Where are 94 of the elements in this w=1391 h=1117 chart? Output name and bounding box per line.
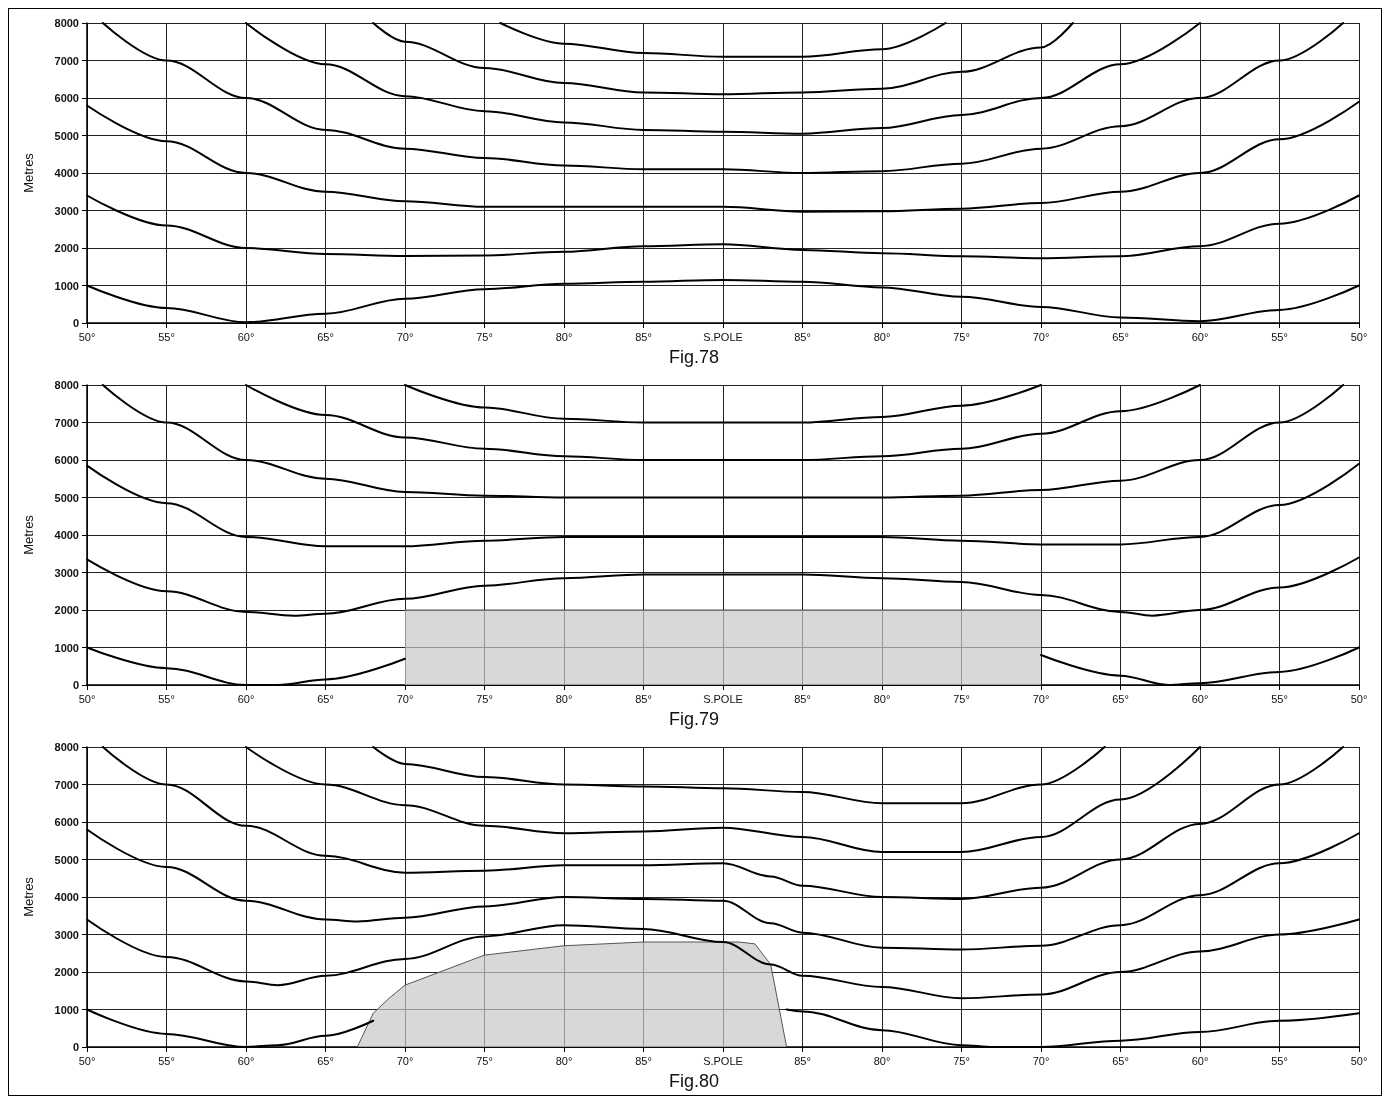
y-tick-label: 8000 [54,379,79,391]
y-tick-label: 2000 [54,966,79,978]
y-tick-label: 8000 [54,17,79,29]
x-tick-label: 70° [396,692,414,705]
y-tick-label: 0 [72,317,79,329]
y-tick-label: 1000 [54,641,79,654]
line-series [101,384,1345,499]
x-tick-label: 65° [317,1054,334,1067]
x-tick-label: 60° [237,1054,255,1067]
x-tick-label: 65° [1112,1054,1129,1067]
x-tick-label: 55° [158,1054,175,1067]
x-tick-label: 80° [555,692,573,705]
x-tick-label: 80° [555,1054,573,1067]
y-tick-label: 0 [72,679,79,691]
line-series [499,22,947,58]
x-tick-label: 65° [317,692,334,705]
x-tick-label: 85° [794,1054,811,1067]
x-tick-label: 70° [1032,330,1050,343]
x-tick-label: 60° [237,692,255,705]
y-tick-label: 6000 [54,454,79,466]
x-tick-label: S.POLE [703,330,743,343]
y-tick-label: 6000 [54,816,79,828]
y-tick-label: 5000 [54,129,79,142]
y-tick-label: 4000 [54,529,79,541]
x-tick-label: 80° [873,692,891,705]
x-tick-label: 80° [555,330,573,343]
y-tick-label: 8000 [54,741,79,753]
x-tick-label: 55° [158,330,175,343]
x-tick-label: 65° [1112,330,1129,343]
x-tick-label: 70° [1032,1054,1050,1067]
y-axis-title: Metres [21,876,36,917]
line-series [245,22,1201,135]
x-tick-label: 55° [1271,692,1288,705]
y-tick-label: 2000 [54,242,79,254]
text: Fig.80 [668,1071,720,1091]
x-tick-label: 70° [1032,692,1050,705]
line-series [404,384,1042,424]
y-tick-label: 2000 [54,604,79,616]
y-tick-label: 3000 [54,566,79,579]
x-tick-label: 85° [635,692,652,705]
x-tick-label: 80° [873,1054,891,1067]
y-tick-label: 0 [72,1041,79,1053]
y-tick-label: 3000 [54,928,79,941]
y-tick-label: 6000 [54,92,79,104]
x-tick-label: S.POLE [703,692,743,705]
line-series [245,746,1201,853]
x-tick-label: 75° [476,330,493,343]
text: Fig.78 [668,347,720,367]
x-tick-label: 50° [78,330,96,343]
x-tick-label: 85° [794,692,811,705]
x-tick-label: 60° [1191,692,1209,705]
y-tick-label: 7000 [54,416,79,429]
x-tick-label: 55° [1271,1054,1288,1067]
x-tick-label: 55° [1271,330,1288,343]
x-tick-label: 65° [1112,692,1129,705]
y-tick-label: 3000 [54,204,79,217]
line-series [245,384,1201,461]
x-tick-label: 60° [237,330,255,343]
x-tick-label: 50° [1350,692,1368,705]
line-series [101,746,1345,900]
x-tick-label: 70° [396,330,414,343]
x-tick-label: 75° [953,1054,970,1067]
x-tick-label: S.POLE [703,1054,743,1067]
y-tick-label: 1000 [54,1003,79,1016]
y-axis-title: Metres [21,152,36,193]
y-tick-label: 4000 [54,167,79,179]
y-tick-label: 5000 [54,853,79,866]
x-tick-label: 65° [317,330,334,343]
x-tick-label: 60° [1191,1054,1209,1067]
line-series [372,22,1074,96]
y-tick-label: 7000 [54,54,79,67]
y-tick-label: 5000 [54,491,79,504]
y-tick-label: 1000 [54,279,79,292]
x-tick-label: 75° [953,692,970,705]
x-tick-label: 85° [635,330,652,343]
x-tick-label: 70° [396,1054,414,1067]
x-tick-label: 55° [158,692,175,705]
x-tick-label: 75° [476,1054,493,1067]
y-tick-label: 4000 [54,891,79,903]
x-tick-label: 50° [1350,1054,1368,1067]
x-tick-label: 75° [953,330,970,343]
x-tick-label: 50° [78,1054,96,1067]
x-tick-label: 60° [1191,330,1209,343]
x-tick-label: 85° [794,330,811,343]
text: Fig.79 [668,709,720,729]
x-tick-label: 50° [1350,330,1368,343]
y-axis-title: Metres [21,514,36,555]
line-series [101,22,1345,174]
x-tick-label: 75° [476,692,493,705]
y-tick-label: 7000 [54,778,79,791]
line-series [372,746,1106,805]
x-tick-label: 85° [635,1054,652,1067]
x-tick-label: 80° [873,330,891,343]
x-tick-label: 50° [78,692,96,705]
